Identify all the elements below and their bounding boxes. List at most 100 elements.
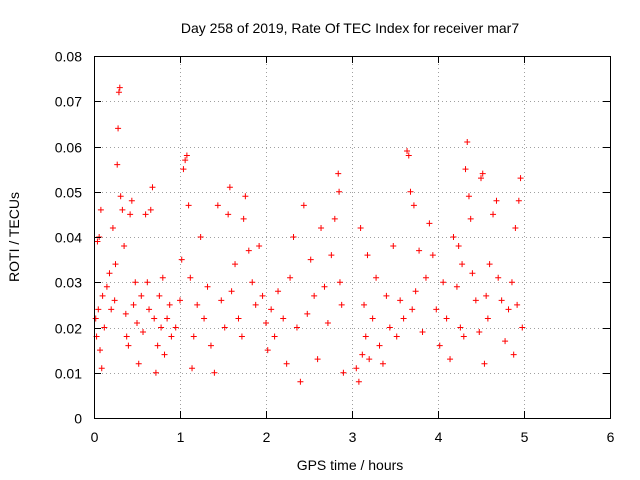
- y-tick-label: 0.05: [55, 185, 82, 201]
- data-point: [314, 356, 321, 363]
- data-point: [512, 224, 519, 231]
- data-point: [144, 279, 151, 286]
- data-point: [483, 292, 490, 299]
- data-point: [386, 324, 393, 331]
- data-point: [178, 256, 185, 263]
- data-point: [194, 301, 201, 308]
- data-point: [517, 175, 524, 182]
- data-point: [459, 261, 466, 268]
- data-point: [469, 270, 476, 277]
- y-tick-label: 0: [74, 411, 82, 427]
- y-tick-label: 0.07: [55, 94, 82, 110]
- data-point: [245, 247, 252, 254]
- x-tick-label: 6: [607, 429, 615, 445]
- data-point: [481, 360, 488, 367]
- data-point: [419, 329, 426, 336]
- data-point: [97, 206, 104, 213]
- data-point: [366, 356, 373, 363]
- data-point: [235, 315, 242, 322]
- data-point: [138, 292, 145, 299]
- data-point: [397, 297, 404, 304]
- data-point: [331, 215, 338, 222]
- chart-title: Day 258 of 2019, Rate Of TEC Index for r…: [181, 20, 519, 36]
- y-tick-label: 0.01: [55, 366, 82, 382]
- data-point: [127, 211, 134, 218]
- data-point: [232, 261, 239, 268]
- data-point: [290, 234, 297, 240]
- data-point: [373, 274, 380, 281]
- data-point: [465, 193, 472, 200]
- x-tick-label: 1: [177, 429, 185, 445]
- data-point: [443, 315, 450, 322]
- x-axis-label: GPS time / hours: [297, 457, 404, 473]
- data-point: [183, 152, 190, 159]
- data-point: [405, 152, 412, 159]
- data-point: [123, 333, 130, 340]
- y-tick-label: 0.03: [55, 275, 82, 291]
- data-point: [508, 279, 515, 286]
- data-point: [99, 292, 106, 299]
- data-point: [416, 247, 423, 254]
- data-point: [242, 193, 249, 200]
- data-point: [151, 315, 158, 322]
- data-point: [98, 365, 105, 372]
- data-point: [287, 274, 294, 281]
- data-point: [140, 329, 147, 336]
- data-point: [328, 252, 335, 259]
- data-point: [180, 166, 187, 173]
- data-point: [404, 148, 411, 155]
- data-point: [130, 301, 137, 308]
- data-point: [400, 315, 407, 322]
- data-point: [514, 301, 521, 308]
- data-point: [161, 351, 168, 358]
- data-point: [108, 306, 115, 313]
- data-point: [146, 306, 153, 313]
- data-point: [115, 89, 122, 96]
- data-point: [221, 324, 228, 331]
- data-point: [256, 243, 263, 250]
- data-point: [304, 310, 311, 317]
- data-point: [214, 202, 221, 209]
- data-point: [111, 297, 118, 304]
- y-axis-label: ROTI / TECUs: [6, 192, 22, 282]
- data-point: [464, 138, 471, 145]
- data-point: [498, 297, 505, 304]
- data-point: [92, 315, 99, 322]
- data-point: [336, 188, 343, 195]
- data-point: [154, 342, 161, 349]
- data-point: [318, 224, 325, 231]
- data-point: [505, 306, 512, 313]
- data-point: [225, 211, 232, 218]
- data-point: [379, 360, 386, 367]
- data-point: [135, 360, 142, 367]
- data-point: [457, 324, 464, 331]
- data-point: [268, 306, 275, 313]
- data-point: [117, 193, 124, 200]
- data-point: [283, 360, 290, 367]
- data-point: [510, 351, 517, 358]
- axis-ticks: [94, 56, 611, 419]
- x-tick-label: 2: [263, 429, 271, 445]
- y-tick-label: 0.06: [55, 140, 82, 156]
- data-point: [263, 319, 269, 326]
- data-point: [357, 224, 364, 231]
- data-point: [383, 292, 390, 299]
- data-point: [94, 238, 101, 245]
- data-point: [460, 333, 467, 340]
- data-point: [493, 197, 500, 204]
- data-point: [132, 279, 139, 286]
- data-point: [226, 184, 233, 191]
- data-point: [338, 301, 345, 308]
- data-point: [240, 215, 247, 222]
- data-point: [297, 378, 304, 385]
- grid-lines: [94, 56, 610, 418]
- data-point: [197, 234, 204, 240]
- data-point: [369, 315, 376, 322]
- data-point: [134, 319, 140, 326]
- data-point: [515, 197, 522, 204]
- data-point: [359, 351, 366, 358]
- data-point: [218, 297, 225, 304]
- data-point: [447, 356, 454, 363]
- data-point: [106, 270, 113, 277]
- data-point: [149, 184, 156, 191]
